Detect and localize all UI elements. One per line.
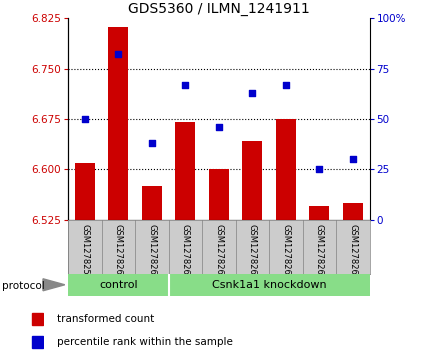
Point [216, 124, 223, 130]
Bar [32, 313, 43, 325]
Text: protocol: protocol [2, 281, 45, 291]
Bar [209, 168, 229, 220]
Text: GSM1278262: GSM1278262 [181, 224, 190, 280]
Text: GSM1278260: GSM1278260 [114, 224, 123, 280]
Bar [309, 206, 330, 220]
Bar [276, 119, 296, 220]
Bar [108, 27, 128, 220]
Text: GSM1278265: GSM1278265 [281, 224, 290, 280]
Bar [32, 336, 43, 348]
Bar [142, 186, 162, 220]
Point [316, 166, 323, 172]
Text: GSM1278261: GSM1278261 [147, 224, 157, 280]
Bar [176, 122, 195, 220]
Text: percentile rank within the sample: percentile rank within the sample [57, 337, 233, 347]
Text: GSM1278264: GSM1278264 [248, 224, 257, 280]
Point [182, 82, 189, 87]
Text: GSM1278267: GSM1278267 [348, 224, 357, 280]
Text: GSM1278266: GSM1278266 [315, 224, 324, 280]
Point [81, 116, 88, 122]
Point [249, 90, 256, 95]
Point [148, 140, 155, 146]
Text: control: control [99, 280, 138, 290]
Title: GDS5360 / ILMN_1241911: GDS5360 / ILMN_1241911 [128, 2, 310, 16]
Text: Csnk1a1 knockdown: Csnk1a1 knockdown [212, 280, 326, 290]
Bar [242, 141, 262, 220]
Point [349, 156, 356, 162]
Bar [343, 203, 363, 220]
Text: GSM1278259: GSM1278259 [81, 224, 89, 280]
Bar [75, 163, 95, 220]
Text: transformed count: transformed count [57, 314, 154, 324]
Point [282, 82, 290, 87]
Point [115, 52, 122, 57]
Polygon shape [43, 279, 65, 291]
Text: GSM1278263: GSM1278263 [214, 224, 224, 280]
